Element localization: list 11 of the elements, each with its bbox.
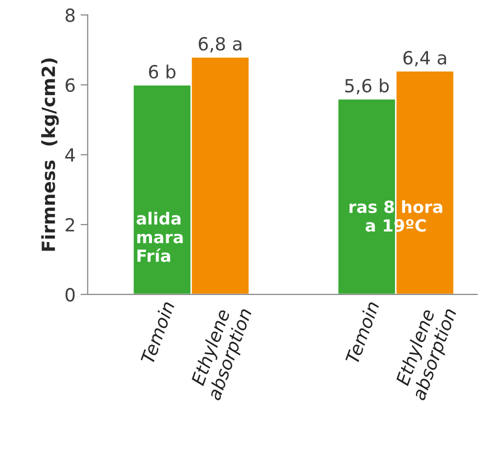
y-tick-label: 4 [65, 148, 75, 162]
data-label: 6,8 a [198, 36, 242, 52]
data-label: 6,4 a [403, 50, 446, 66]
data-label: 6 b [149, 64, 176, 79]
y-axis-title: Firmness (kg/cm2) [41, 58, 59, 251]
y-tick-label: 0 [66, 288, 75, 302]
y-tick-label: 2 [66, 218, 74, 232]
y-tick-label: 8 [66, 8, 75, 22]
y-tick-label: 6 [66, 78, 75, 92]
annotation: alida mara Fría [136, 212, 183, 262]
data-label: 5,6 b [345, 78, 389, 94]
